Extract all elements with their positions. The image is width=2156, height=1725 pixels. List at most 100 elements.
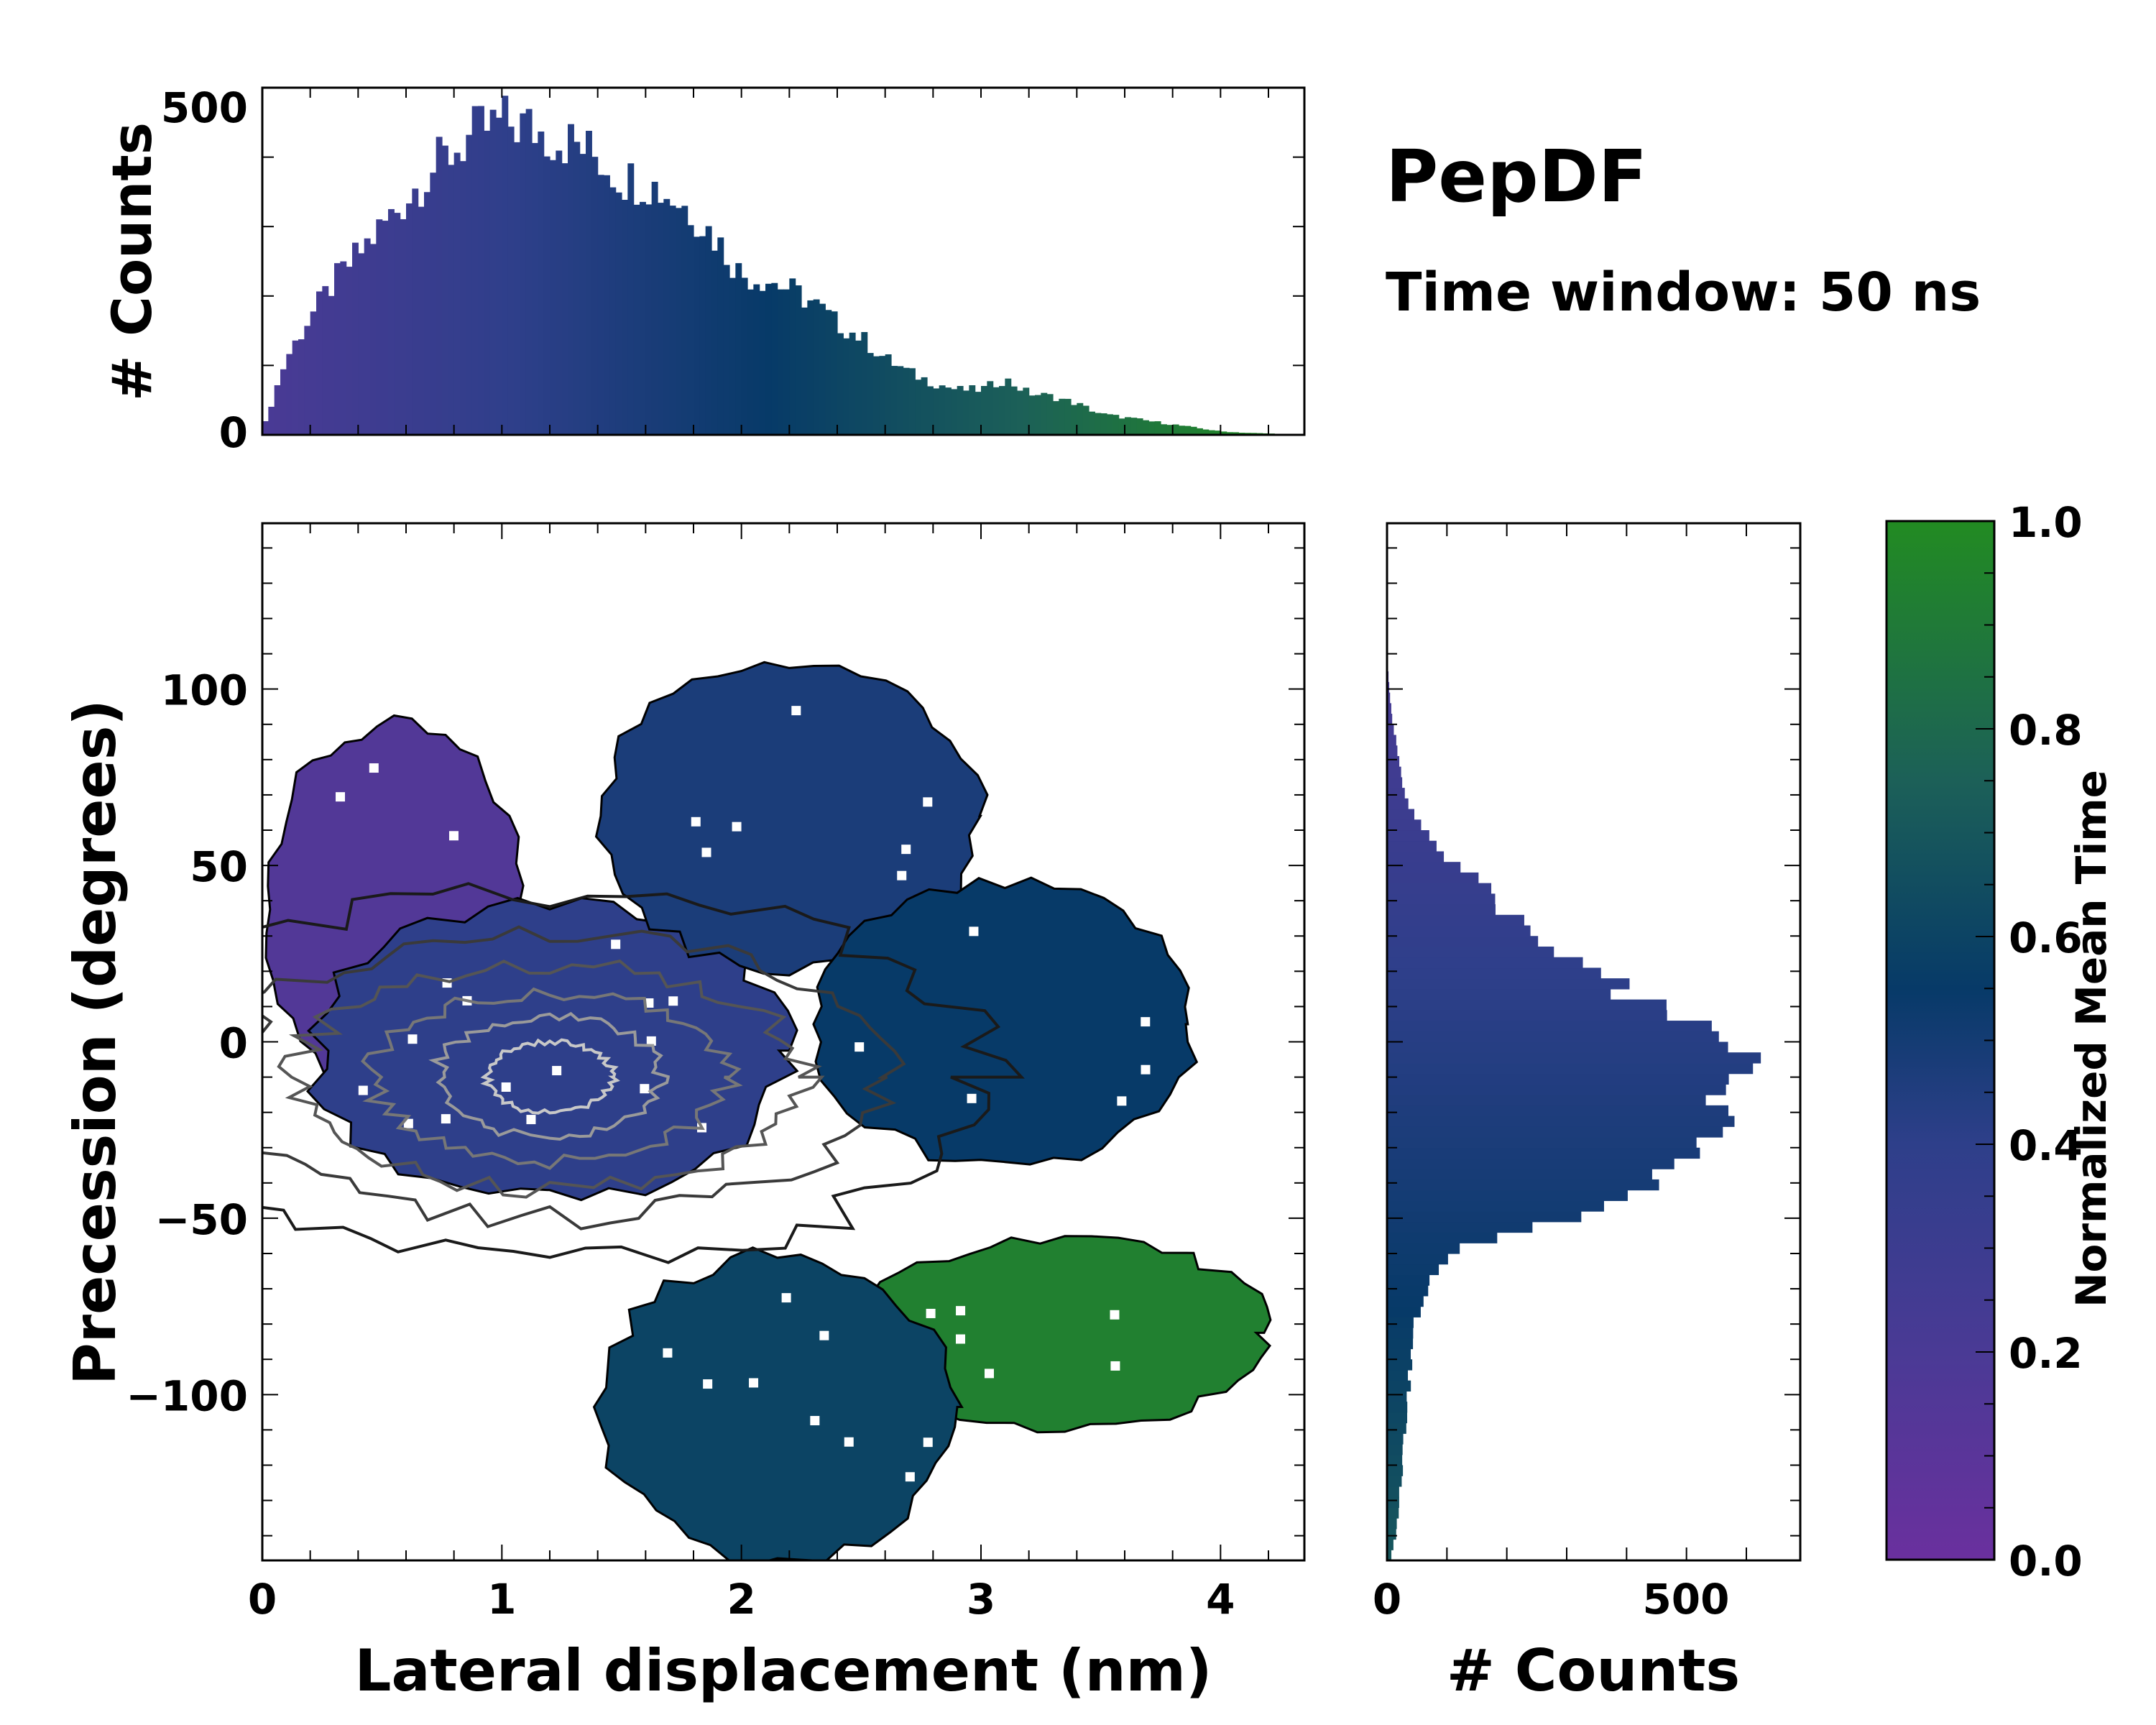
top-histogram-bar <box>561 163 568 435</box>
top-histogram-bar <box>987 381 994 435</box>
right-histogram-bar <box>1387 925 1531 937</box>
top-histogram-bar <box>867 353 874 435</box>
right-histogram-bar <box>1387 1010 1667 1021</box>
top-histogram-bar <box>400 218 407 435</box>
heatmap-empty-bin <box>336 792 346 802</box>
top-histogram-bar <box>358 253 365 435</box>
right-histogram-bar <box>1387 1179 1659 1191</box>
top-histogram-bar <box>765 283 772 435</box>
top-ytick-label-500: 500 <box>161 83 248 132</box>
heatmap-empty-bin <box>955 1334 965 1344</box>
top-histogram-bar <box>981 386 987 435</box>
heatmap-empty-bin <box>611 939 621 949</box>
top-histogram-bar <box>1172 424 1179 435</box>
heatmap-region <box>592 1246 964 1560</box>
top-histogram-frame <box>261 86 1306 436</box>
right-xtick-label-500: 500 <box>1642 1575 1729 1624</box>
heatmap-empty-bin <box>1141 1064 1151 1075</box>
top-histogram-bar <box>640 201 646 435</box>
heatmap-empty-bin <box>969 926 979 937</box>
main-ytick-label: 100 <box>161 666 248 715</box>
top-histogram-bar <box>735 263 742 435</box>
top-histogram-bar <box>274 385 281 435</box>
right-histogram-bar <box>1387 1137 1697 1149</box>
right-histogram-bar <box>1387 893 1496 905</box>
top-histogram-bar <box>418 206 425 435</box>
main-ytick-labels: 100 50 0 −50 −100 <box>126 666 248 1421</box>
top-histogram-bar <box>609 187 617 435</box>
right-histogram-bar <box>1387 809 1414 820</box>
top-histogram-bar <box>460 161 466 436</box>
right-histogram-bar <box>1387 872 1479 884</box>
right-histogram-bar <box>1387 1062 1754 1075</box>
top-histogram-bar <box>831 311 838 435</box>
top-histogram-bar <box>1166 425 1174 435</box>
right-histogram-bar <box>1387 1285 1429 1297</box>
heatmap-empty-bin <box>526 1115 536 1125</box>
top-histogram-bar <box>364 238 371 435</box>
top-histogram-bar <box>388 208 395 435</box>
top-histogram-bar <box>430 172 437 435</box>
right-histogram-bar <box>1387 1507 1399 1519</box>
right-histogram-bar <box>1387 1190 1628 1201</box>
heatmap-empty-bin <box>791 706 801 716</box>
top-histogram-bar <box>1215 431 1221 435</box>
top-histogram-bar <box>663 198 671 435</box>
top-histogram-bar <box>891 366 898 435</box>
heatmap-empty-bin <box>369 763 379 773</box>
top-histogram-bar <box>1154 421 1161 435</box>
top-histogram-bar <box>502 96 509 435</box>
density-contour <box>262 925 906 1230</box>
right-histogram-bar <box>1387 904 1496 916</box>
right-histogram-bar <box>1387 883 1492 894</box>
main-xtick-label: 2 <box>727 1575 755 1624</box>
colorbar-tick-label: 0.2 <box>2009 1329 2083 1378</box>
heatmap-empty-bin <box>1110 1310 1120 1320</box>
heatmap-empty-bin <box>967 1093 977 1103</box>
right-histogram-bar <box>1387 1084 1726 1095</box>
top-histogram-bar <box>651 181 658 435</box>
top-histogram-bar <box>352 242 359 435</box>
right-histogram-bar <box>1387 724 1394 736</box>
main-ytick-label: 0 <box>219 1019 248 1068</box>
right-histogram-bar <box>1387 1422 1406 1434</box>
heatmap-empty-bin <box>646 1036 656 1046</box>
top-histogram-bar <box>909 368 916 435</box>
top-histogram-bar <box>466 134 473 436</box>
top-histogram-bar <box>406 203 413 435</box>
top-histogram-bar <box>933 388 940 435</box>
heatmap-empty-bin <box>901 845 911 855</box>
right-histogram-bar <box>1387 1221 1533 1233</box>
right-histogram-bar <box>1387 1465 1404 1476</box>
main-xtick-label: 1 <box>487 1575 516 1624</box>
top-histogram-bar <box>538 132 545 435</box>
right-histogram-bar <box>1387 1306 1421 1317</box>
top-histogram-bars <box>262 96 1275 436</box>
right-histogram-bar <box>1387 1116 1735 1127</box>
top-histogram-bar <box>699 236 706 435</box>
right-histogram-bar <box>1387 766 1401 778</box>
right-histogram-xlabel: # Counts <box>1447 1637 1740 1704</box>
right-histogram-bar <box>1387 1200 1604 1212</box>
heatmap-regions <box>264 661 1272 1560</box>
right-histogram-bar <box>1387 1444 1403 1455</box>
main-heatmap-ticks <box>262 523 1304 1560</box>
top-histogram-bar <box>1118 418 1125 435</box>
top-histogram-bar <box>795 285 802 435</box>
top-histogram-bar <box>412 188 419 435</box>
top-histogram-bar <box>741 277 748 435</box>
top-histogram-bar <box>262 421 269 435</box>
top-histogram-bar <box>1023 387 1030 435</box>
top-histogram-bar <box>1179 426 1185 435</box>
top-histogram-bar <box>658 203 664 435</box>
top-histogram-bar <box>759 290 766 435</box>
top-histogram-bar <box>573 142 581 435</box>
top-histogram-bar <box>777 289 784 435</box>
heatmap-empty-bin <box>810 1416 820 1426</box>
top-histogram-bar <box>520 113 527 435</box>
right-histogram-bar <box>1387 1095 1706 1106</box>
top-histogram-bar <box>525 109 533 436</box>
figure-subtitle: Time window: 50 ns <box>1386 262 1981 323</box>
top-histogram-bar <box>885 354 892 435</box>
density-contour <box>277 959 825 1199</box>
